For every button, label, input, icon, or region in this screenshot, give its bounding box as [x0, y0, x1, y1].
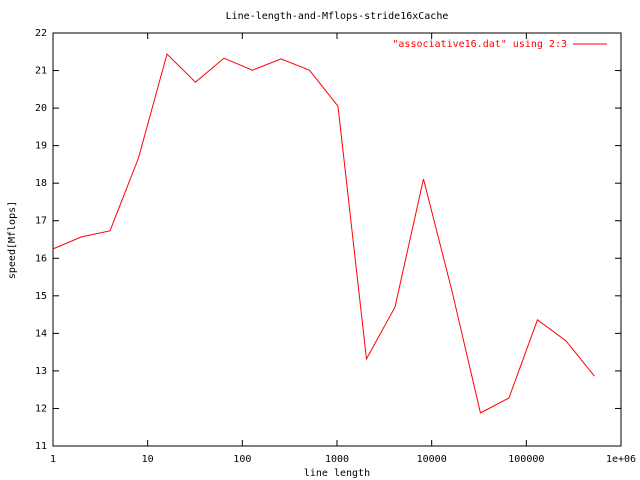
x-tick-label: 10000 — [417, 454, 447, 465]
x-tick-label: 10 — [142, 454, 154, 465]
x-tick-label: 1000 — [325, 454, 349, 465]
y-tick-label: 13 — [35, 366, 47, 377]
y-tick-label: 17 — [35, 216, 47, 227]
series-line — [52, 53, 595, 414]
y-tick-label: 21 — [35, 66, 47, 77]
x-tick-label: 100 — [233, 454, 251, 465]
y-tick-label: 16 — [35, 253, 47, 264]
plot-frame — [52, 32, 622, 447]
y-tick-label: 22 — [35, 28, 47, 39]
y-tick-label: 11 — [35, 441, 47, 452]
y-tick-label: 12 — [35, 403, 47, 414]
legend-label: "associative16.dat" using 2:3 — [392, 39, 567, 50]
y-tick-label: 19 — [35, 141, 47, 152]
y-tick-label: 15 — [35, 291, 47, 302]
x-tick-label: 1e+06 — [606, 454, 636, 465]
y-axis-label: speed[Mflops] — [7, 201, 18, 279]
x-axis-label: line length — [304, 468, 370, 479]
y-tick-label: 20 — [35, 103, 47, 114]
x-tick-label: 100000 — [508, 454, 544, 465]
x-tick-label: 1 — [50, 454, 56, 465]
y-tick-label: 18 — [35, 178, 47, 189]
y-tick-label: 14 — [35, 328, 47, 339]
chart-title: Line-length-and-Mflops-stride16xCache — [226, 11, 449, 22]
